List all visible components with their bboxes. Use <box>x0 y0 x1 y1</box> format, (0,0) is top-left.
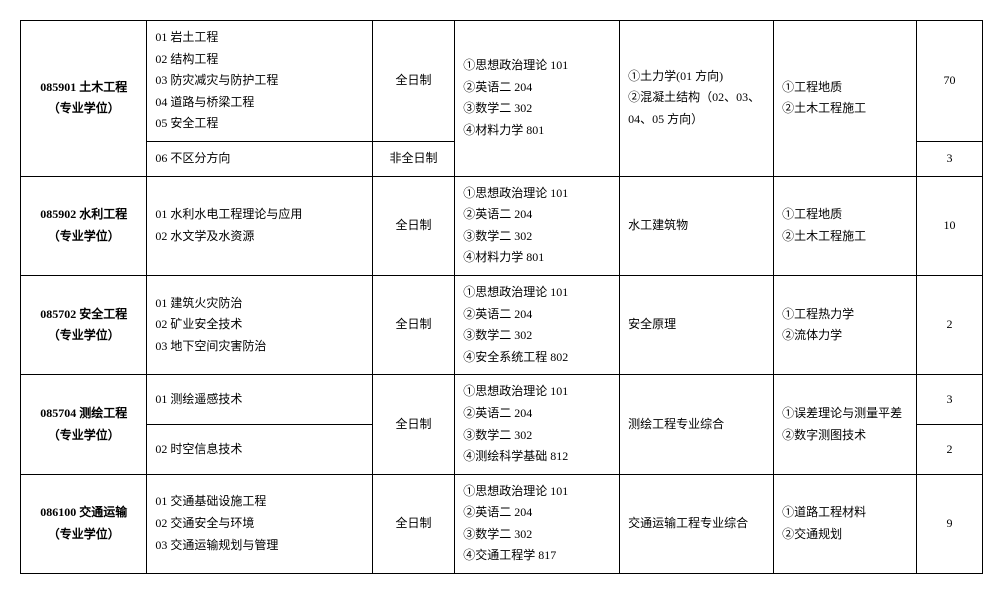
exam1-cell: ①思想政治理论 101②英语二 204③数学二 302④材料力学 801 <box>455 21 620 177</box>
quota-cell: 2 <box>916 425 982 475</box>
quota-cell: 10 <box>916 176 982 275</box>
direction-cell: 01 交通基础设施工程02 交通安全与环境03 交通运输规划与管理 <box>147 474 372 573</box>
mode-cell: 全日制 <box>372 375 454 474</box>
major-cell: 085702 安全工程（专业学位） <box>21 275 147 374</box>
exam2-cell: 水工建筑物 <box>620 176 774 275</box>
table-row: 085901 土木工程（专业学位） 01 岩土工程02 结构工程03 防灾减灾与… <box>21 21 983 142</box>
mode-cell: 全日制 <box>372 474 454 573</box>
exam3-cell: ①工程地质②土木工程施工 <box>774 21 917 177</box>
exam1-cell: ①思想政治理论 101②英语二 204③数学二 302④材料力学 801 <box>455 176 620 275</box>
table-row: 085704 测绘工程（专业学位） 01 测绘遥感技术 全日制 ①思想政治理论 … <box>21 375 983 425</box>
quota-cell: 2 <box>916 275 982 374</box>
mode-cell: 全日制 <box>372 275 454 374</box>
major-cell: 086100 交通运输（专业学位） <box>21 474 147 573</box>
table-row: 086100 交通运输（专业学位） 01 交通基础设施工程02 交通安全与环境0… <box>21 474 983 573</box>
major-cell: 085901 土木工程（专业学位） <box>21 21 147 177</box>
major-cell: 085704 测绘工程（专业学位） <box>21 375 147 474</box>
exam1-cell: ①思想政治理论 101②英语二 204③数学二 302④测绘科学基础 812 <box>455 375 620 474</box>
exam1-cell: ①思想政治理论 101②英语二 204③数学二 302④安全系统工程 802 <box>455 275 620 374</box>
exam3-cell: ①道路工程材料②交通规划 <box>774 474 917 573</box>
direction-cell: 01 测绘遥感技术 <box>147 375 372 425</box>
table-row: 085702 安全工程（专业学位） 01 建筑火灾防治02 矿业安全技术03 地… <box>21 275 983 374</box>
quota-cell: 3 <box>916 141 982 176</box>
direction-cell: 01 水利水电工程理论与应用02 水文学及水资源 <box>147 176 372 275</box>
mode-cell: 全日制 <box>372 176 454 275</box>
direction-cell: 01 岩土工程02 结构工程03 防灾减灾与防护工程04 道路与桥梁工程05 安… <box>147 21 372 142</box>
quota-cell: 70 <box>916 21 982 142</box>
exam2-cell: 安全原理 <box>620 275 774 374</box>
exam2-cell: 交通运输工程专业综合 <box>620 474 774 573</box>
exam2-cell: ①土力学(01 方向)②混凝土结构（02、03、04、05 方向） <box>620 21 774 177</box>
major-cell: 085902 水利工程（专业学位） <box>21 176 147 275</box>
quota-cell: 3 <box>916 375 982 425</box>
exam2-cell: 测绘工程专业综合 <box>620 375 774 474</box>
quota-cell: 9 <box>916 474 982 573</box>
exam3-cell: ①工程地质②土木工程施工 <box>774 176 917 275</box>
exam1-cell: ①思想政治理论 101②英语二 204③数学二 302④交通工程学 817 <box>455 474 620 573</box>
direction-cell: 06 不区分方向 <box>147 141 372 176</box>
table-row: 085902 水利工程（专业学位） 01 水利水电工程理论与应用02 水文学及水… <box>21 176 983 275</box>
mode-cell: 非全日制 <box>372 141 454 176</box>
direction-cell: 01 建筑火灾防治02 矿业安全技术03 地下空间灾害防治 <box>147 275 372 374</box>
mode-cell: 全日制 <box>372 21 454 142</box>
programs-table: 085901 土木工程（专业学位） 01 岩土工程02 结构工程03 防灾减灾与… <box>20 20 983 574</box>
exam3-cell: ①工程热力学②流体力学 <box>774 275 917 374</box>
direction-cell: 02 时空信息技术 <box>147 425 372 475</box>
exam3-cell: ①误差理论与测量平差②数字测图技术 <box>774 375 917 474</box>
